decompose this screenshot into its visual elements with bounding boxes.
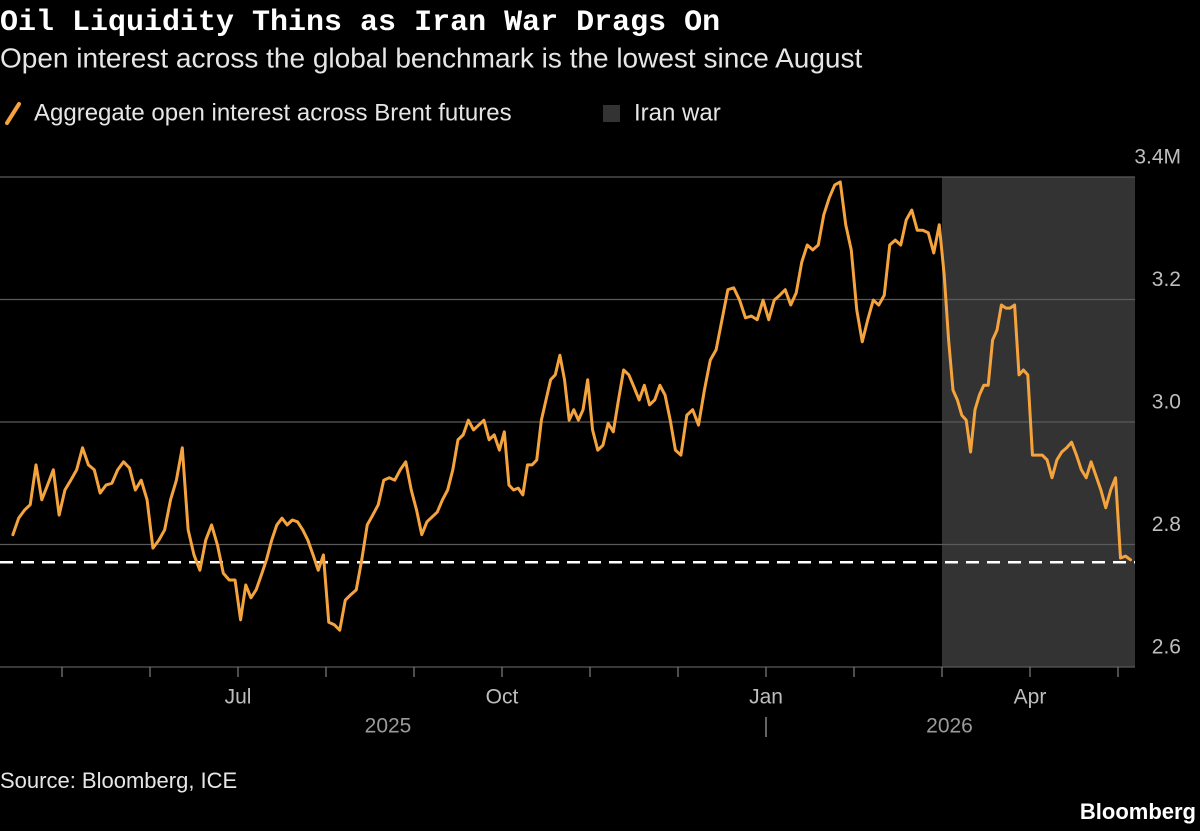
y-tick-label: 3.4M — [1134, 146, 1181, 169]
year-label: 2025 — [365, 715, 412, 738]
brand: Bloomberg — [1080, 799, 1196, 824]
year-label: 2026 — [926, 715, 973, 738]
legend-label: Iran war — [634, 99, 721, 126]
legend-label: Aggregate open interest across Brent fut… — [34, 99, 512, 126]
chart-title: Oil Liquidity Thins as Iran War Drags On — [0, 6, 720, 40]
plot-area: 2.6 2.8 3.0 3.2 3.4M Jul Oct Jan Apr 2025 2026 — [0, 146, 1181, 738]
x-tick-label: Jan — [749, 686, 783, 709]
y-tick-label: 3.0 — [1152, 391, 1181, 414]
y-tick-label: 2.8 — [1152, 513, 1181, 536]
legend-line-swatch — [5, 102, 21, 125]
y-tick-label: 3.2 — [1152, 268, 1181, 291]
x-tick-label: Oct — [486, 686, 519, 709]
y-tick-label: 2.6 — [1152, 636, 1181, 659]
x-tick-label: Apr — [1014, 686, 1047, 709]
source-note: Source: Bloomberg, ICE — [0, 768, 237, 793]
data-line — [11, 180, 1132, 632]
chart-subtitle: Open interest across the global benchmar… — [0, 42, 862, 73]
legend-shade-swatch — [603, 105, 620, 122]
x-tick-label: Jul — [225, 686, 252, 709]
